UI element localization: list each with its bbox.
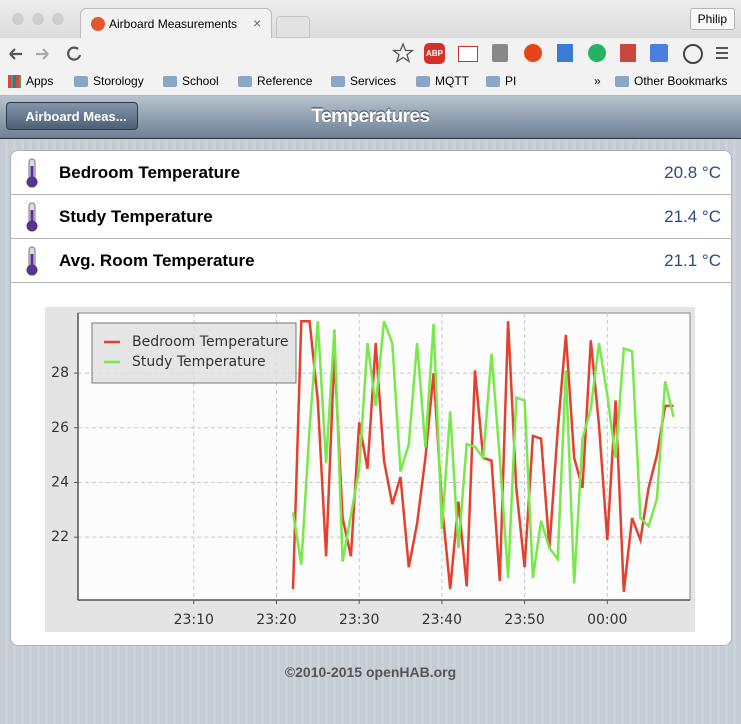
back-arrow[interactable] bbox=[9, 48, 22, 60]
bookmark-label: Apps bbox=[26, 74, 54, 88]
bookmarks-overflow[interactable]: » bbox=[594, 74, 601, 88]
bookmark[interactable]: Services bbox=[331, 74, 396, 88]
bookmark-label: PI bbox=[505, 74, 517, 88]
x-tick-label: 23:10 bbox=[174, 612, 214, 628]
bookmark-label: School bbox=[182, 74, 219, 88]
title-bar: Airboard Measurements × Philip bbox=[0, 0, 741, 39]
x-tick-label: 23:40 bbox=[422, 612, 462, 628]
new-tab[interactable] bbox=[276, 16, 310, 38]
extension-icon[interactable] bbox=[650, 44, 668, 62]
x-tick-label: 23:30 bbox=[339, 612, 379, 628]
legend-label: Study Temperature bbox=[132, 354, 266, 370]
adblock-icon[interactable]: ABP bbox=[424, 43, 445, 64]
bookmark-label: Storology bbox=[93, 74, 144, 88]
x-tick-label: 23:20 bbox=[256, 612, 296, 628]
item-value: 21.4 °C bbox=[664, 207, 721, 226]
minimize-button[interactable] bbox=[32, 13, 44, 25]
legend-box bbox=[91, 322, 297, 384]
item-label: Bedroom Temperature bbox=[59, 163, 241, 182]
thermometer-icon bbox=[26, 158, 38, 188]
item-label: Avg. Room Temperature bbox=[59, 251, 255, 270]
forward-arrow[interactable] bbox=[36, 48, 49, 60]
item-value: 21.1 °C bbox=[664, 251, 721, 270]
bookmark[interactable]: PI bbox=[486, 74, 516, 88]
y-tick-label: 22 bbox=[51, 529, 69, 545]
thermometer-icon bbox=[26, 202, 38, 232]
bookmark[interactable]: Storology bbox=[74, 74, 144, 88]
thermometer-icon bbox=[26, 246, 38, 276]
bookmark[interactable]: Apps bbox=[8, 74, 53, 88]
legend-label: Bedroom Temperature bbox=[132, 334, 288, 350]
chart: 22 24 26 28 23:10 23:20 23:30 23:40 23:50 00:00 Be… bbox=[45, 307, 695, 632]
extension-icon[interactable] bbox=[557, 44, 573, 62]
extension-icon[interactable] bbox=[588, 44, 606, 62]
y-tick-label: 24 bbox=[51, 474, 69, 490]
bookmark-label: Reference bbox=[257, 74, 313, 88]
extension-icon[interactable] bbox=[620, 44, 636, 62]
bookmark-label: Services bbox=[350, 74, 397, 88]
gmail-icon[interactable] bbox=[458, 46, 478, 62]
back-button[interactable]: Airboard Meas... bbox=[6, 102, 138, 130]
bookmark-label: MQTT bbox=[435, 74, 469, 88]
item-row: Bedroom Temperature 20.8 °C bbox=[11, 151, 731, 195]
nav-buttons bbox=[9, 46, 82, 61]
tab[interactable]: Airboard Measurements × bbox=[80, 8, 272, 39]
bookmark[interactable]: MQTT bbox=[416, 74, 469, 88]
page-title: Temperatures bbox=[311, 106, 430, 127]
zoom-button[interactable] bbox=[52, 13, 64, 25]
y-tick-label: 26 bbox=[51, 420, 69, 436]
y-tick-label: 28 bbox=[51, 365, 69, 381]
extension-icon[interactable] bbox=[524, 44, 542, 62]
profile-button[interactable]: Philip bbox=[689, 8, 735, 30]
favicon bbox=[91, 17, 105, 31]
app-header: Temperatures Airboard Meas... bbox=[0, 96, 741, 139]
bookmark[interactable]: Reference bbox=[238, 74, 312, 88]
item-row: Study Temperature 21.4 °C bbox=[11, 195, 731, 239]
menu-button[interactable] bbox=[714, 45, 730, 61]
extension-icon[interactable] bbox=[683, 44, 703, 64]
bookmark-label: Other Bookmarks bbox=[634, 74, 728, 88]
x-tick-label: 23:50 bbox=[504, 612, 544, 628]
bookmark[interactable]: School bbox=[163, 74, 219, 88]
item-row: Avg. Room Temperature 21.1 °C bbox=[11, 239, 731, 283]
bookmarks-bar: Apps Storology School Reference Services… bbox=[0, 70, 741, 96]
item-label: Study Temperature bbox=[59, 207, 213, 226]
tab-close[interactable]: × bbox=[253, 15, 262, 31]
bookmark-star[interactable] bbox=[392, 42, 414, 64]
tab-title: Airboard Measurements bbox=[109, 17, 238, 31]
toolbar: localhost:8080/openhab.app?sitemap=t... … bbox=[0, 38, 741, 104]
data-line bbox=[291, 320, 675, 584]
x-tick-label: 00:00 bbox=[587, 612, 627, 628]
footer: ©2010-2015 openHAB.org bbox=[284, 664, 457, 680]
extension-icon[interactable] bbox=[492, 44, 508, 62]
close-button[interactable] bbox=[12, 13, 24, 25]
item-value: 20.8 °C bbox=[664, 163, 721, 182]
reload[interactable] bbox=[67, 46, 82, 61]
bookmark[interactable]: Other Bookmarks bbox=[615, 74, 727, 88]
